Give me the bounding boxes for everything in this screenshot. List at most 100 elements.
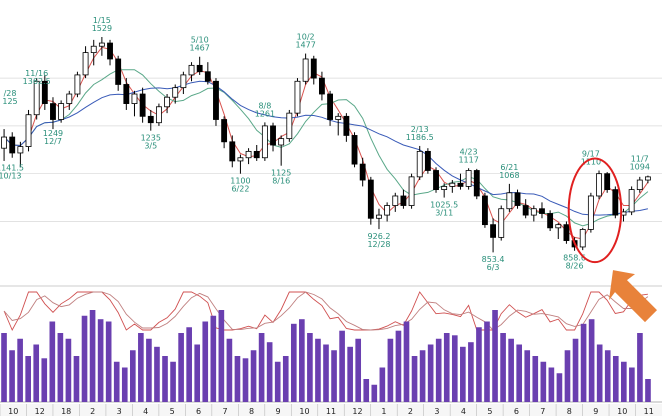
annotation-line: 10/13 (0, 171, 22, 180)
volume-bar (363, 379, 370, 402)
candle-body (270, 125, 276, 146)
candle-body (530, 208, 537, 216)
candle-body (644, 176, 651, 181)
volume-bar (621, 361, 627, 402)
volume-bar (435, 338, 442, 402)
volume-bar (427, 344, 434, 402)
highlight-circle (567, 157, 623, 264)
volume-bar (41, 358, 48, 402)
candle-body (204, 71, 211, 82)
candle-body (343, 115, 350, 136)
volume-bar (556, 373, 563, 402)
candle-body (66, 93, 73, 104)
volume-bar (33, 344, 40, 402)
x-tick-label: 1 (381, 407, 386, 416)
price-annotation: 5/10 1467 (189, 36, 209, 53)
candle-body (221, 119, 228, 143)
candle-body (498, 208, 505, 238)
volume-bar (508, 338, 514, 402)
volume-bar (73, 356, 80, 402)
candle-body (90, 45, 97, 54)
candle-body (506, 192, 513, 210)
candle-body (359, 163, 366, 181)
price-annotation: 10/2 1477 (295, 33, 315, 50)
x-tick-label: 8 (249, 407, 254, 416)
candle-body (408, 176, 415, 206)
candle-body (172, 87, 179, 98)
x-tick-label: 10 (617, 407, 627, 416)
x-tick-label: 10 (299, 407, 309, 416)
candle-body (50, 103, 56, 120)
price-annotation: 1249 12/7 (43, 129, 63, 146)
volume-bar (105, 321, 112, 402)
volume-bars (1, 310, 651, 402)
annotation-line: 1467 (189, 44, 209, 53)
annotation-line: /28 (4, 89, 17, 98)
candle-body (278, 138, 285, 146)
annotation-line: 3/11 (435, 208, 453, 217)
candle-body (392, 195, 399, 206)
volume-bar (460, 346, 466, 402)
price-annotation: 11/7 1094 (630, 155, 650, 172)
volume-bar (202, 321, 209, 402)
candle-body (139, 93, 146, 117)
volume-bar (274, 361, 281, 402)
price-annotation: 9/17 1110 (581, 149, 601, 166)
volume-bar (266, 342, 273, 402)
candle-body (587, 195, 594, 230)
candle-body (473, 170, 480, 197)
annotation-line: 1068 (499, 171, 519, 180)
volume-bar (1, 333, 7, 402)
volume-bar (178, 333, 184, 402)
annotation-line: 1186.5 (406, 133, 434, 142)
volume-bar (162, 356, 168, 402)
volume-bar (645, 379, 651, 402)
price-annotation: /28 125 (2, 89, 17, 106)
x-tick-label: 4 (143, 407, 148, 416)
candle-body (180, 74, 187, 89)
candles (1, 36, 651, 253)
x-tick-label: 5 (487, 407, 492, 416)
price-annotation: 1235 3/5 (141, 134, 161, 151)
candle-body (563, 224, 570, 241)
annotation-line: 1125 (271, 169, 291, 178)
price-annotation: 1141.510/13 (0, 163, 24, 180)
x-tick-label: 10 (8, 407, 18, 416)
annotation-line: 1529 (92, 24, 112, 33)
candle-body (294, 80, 301, 114)
volume-bar (604, 350, 611, 402)
candle-body (457, 182, 464, 187)
annotation-line: 1477 (295, 41, 315, 50)
volume-bar (588, 319, 595, 402)
candle-body (229, 141, 236, 162)
annotation-line: 1261 (255, 109, 275, 118)
ma-mid-line (3, 69, 649, 227)
candle-body (155, 106, 162, 124)
volume-bar (451, 335, 458, 402)
volume-bar (194, 344, 201, 402)
candle-body (253, 150, 260, 159)
candle-body (82, 52, 89, 76)
candle-body (9, 136, 16, 154)
candle-body (98, 42, 105, 47)
volume-bar (49, 321, 56, 402)
x-tick-label: 7 (223, 407, 228, 416)
volume-bar (282, 356, 289, 402)
annotation-line: 1094 (630, 163, 650, 172)
annotation-line: 9/17 (582, 149, 600, 158)
x-tick-label: 7 (540, 407, 545, 416)
volume-bar (468, 342, 474, 402)
candle-body (310, 58, 317, 79)
annotation-line: 2/13 (411, 125, 429, 134)
x-tick-label: 12 (35, 407, 45, 416)
annotation-line: 5/10 (191, 36, 209, 45)
x-tick-label: 3 (434, 407, 439, 416)
candle-body (164, 96, 171, 108)
candle-body (628, 189, 635, 213)
volume-bar (355, 338, 362, 402)
volume-bar (89, 310, 96, 402)
x-tick-label: 4 (461, 407, 466, 416)
annotation-line: 6/3 (487, 263, 500, 272)
annotation-line: 1110 (581, 157, 601, 166)
